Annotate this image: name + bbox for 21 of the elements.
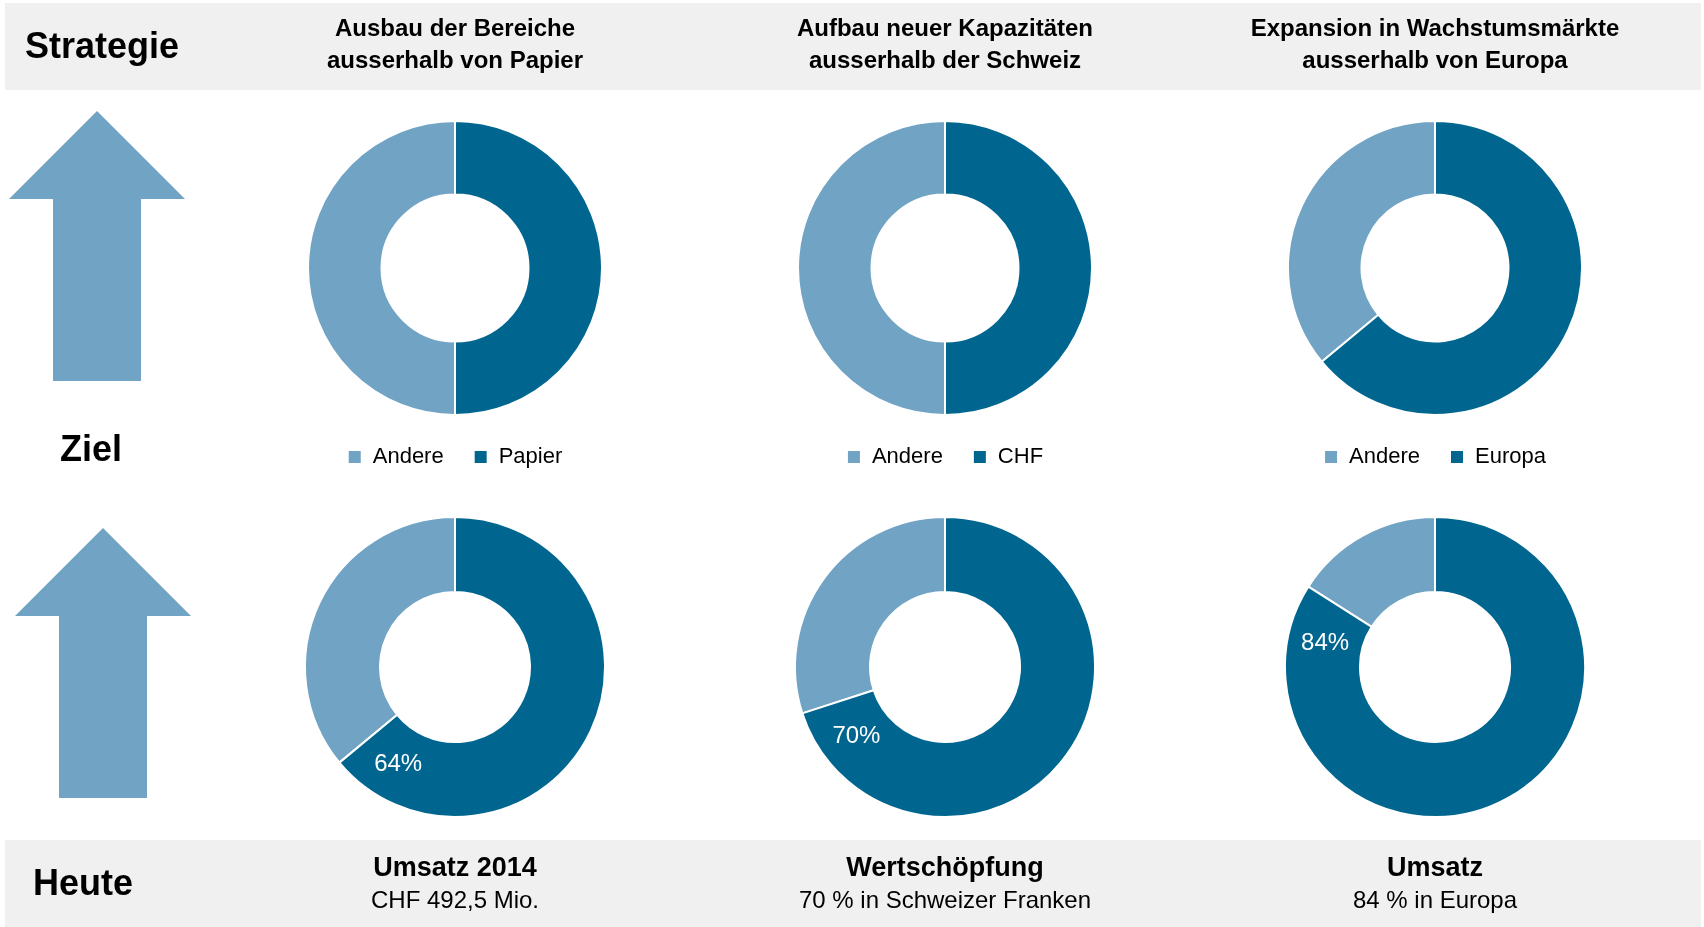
text: 70 % in Schweizer Franken xyxy=(797,885,1093,915)
legend-label: Papier xyxy=(498,443,563,469)
chart-title: Aufbau neuer Kapazitäten ausserhalb der Schweiz xyxy=(795,13,1094,75)
chart-title: Ausbau der Bereiche ausserhalb von Papier xyxy=(325,13,585,75)
text: Umsatz 2014 xyxy=(372,851,538,884)
text: Umsatz xyxy=(1386,851,1484,884)
data-label: 64% xyxy=(374,748,423,776)
text: Ziel xyxy=(60,428,123,470)
text: Strategie xyxy=(25,25,180,67)
text: Heute xyxy=(33,862,134,904)
legend-label: Andere xyxy=(1349,443,1421,469)
text: 84 % in Europa xyxy=(1351,885,1519,915)
legend-label: Andere xyxy=(372,443,444,469)
chart-title: Expansion in Wachstumsmärkte ausserhalb von Europa xyxy=(1249,13,1621,75)
data-label: 70% xyxy=(832,720,881,748)
legend-label: Europa xyxy=(1475,443,1547,469)
text: Wertschöpfung xyxy=(845,851,1045,884)
data-label: 84% xyxy=(1301,627,1350,655)
legend-label: Andere xyxy=(871,443,943,469)
text: CHF 492,5 Mio. xyxy=(369,885,541,915)
legend-label: CHF xyxy=(997,443,1044,469)
